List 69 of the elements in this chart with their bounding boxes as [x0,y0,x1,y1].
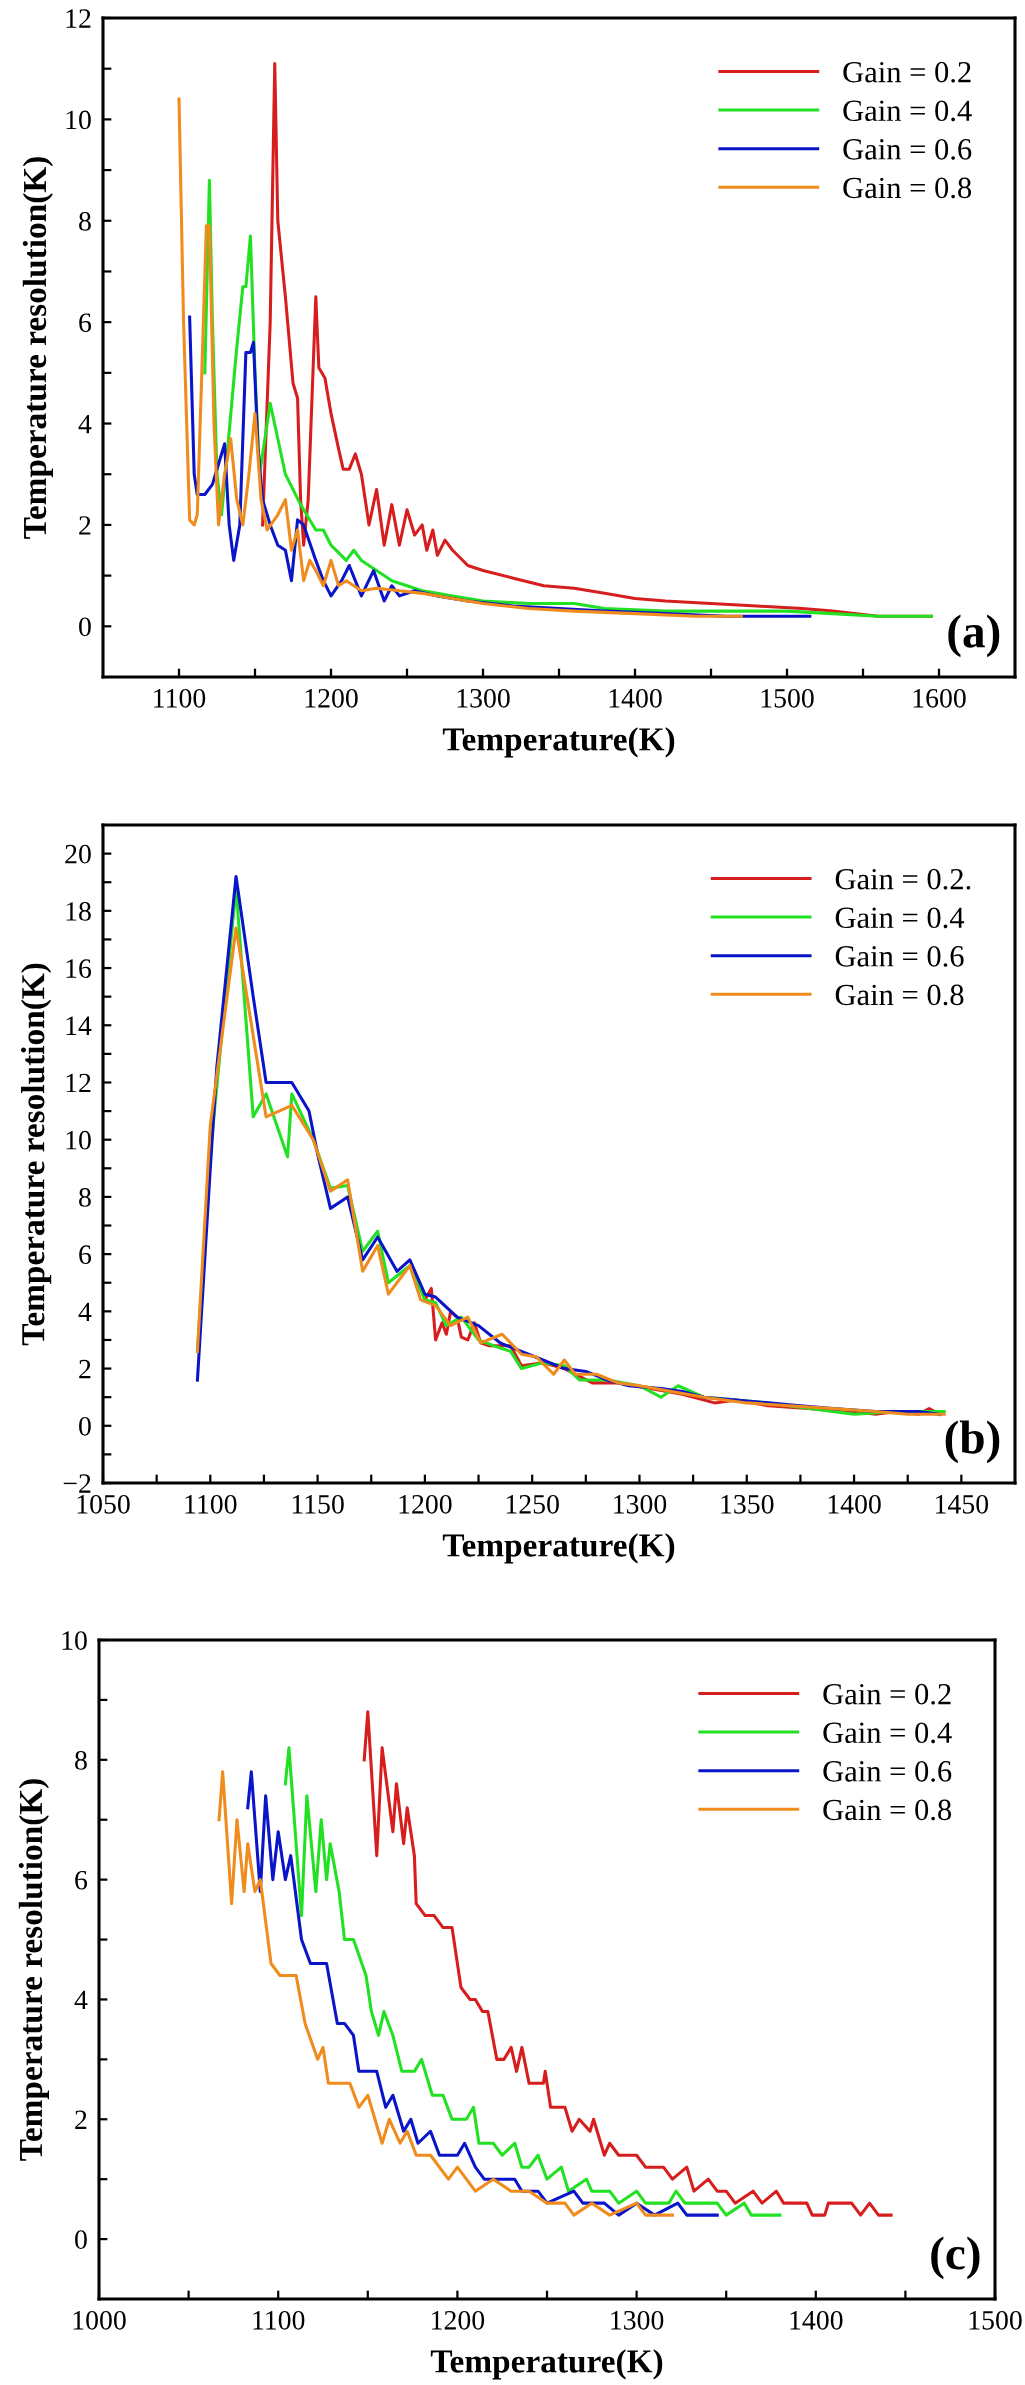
legend-label: Gain = 0.6 [823,1761,952,1782]
x-tick-label: 1050 [77,1494,130,1514]
x-tick-label: 1400 [828,1494,881,1514]
x-tick-label: 1000 [73,2310,126,2330]
y-axis-title: Temperature resolution(K) [21,963,52,1346]
legend-label: Gain = 0.4 [823,1722,952,1744]
line-series [177,97,743,618]
y-tick-label: 10 [62,1631,87,1650]
y-tick-label: 0 [79,1416,91,1436]
legend-label: Gain = 0.4 [835,907,965,929]
legend-label: Gain = 0.2. [835,868,971,890]
y-tick-label: 2 [79,1359,91,1379]
y-tick-label: 0 [79,617,91,637]
y-tick-label: 18 [66,901,91,921]
y-tick-label: 6 [79,1245,92,1265]
legend-label: Gain = 0.8 [823,1799,952,1821]
annotation: (b) [945,1420,1000,1464]
y-tick-label: 8 [79,211,91,231]
x-tick-label: 1250 [506,1494,559,1514]
y-tick-label: 8 [75,1750,87,1770]
y-tick-label: 10 [66,110,91,130]
legend-label: Gain = 0.2 [843,61,971,83]
x-tick-label: 1150 [292,1494,344,1514]
x-tick-label: 1100 [154,688,206,708]
x-tick-label: 1500 [969,2310,1022,2330]
x-tick-label: 1400 [609,688,662,708]
x-tick-label: 1200 [432,2310,485,2330]
legend-label: Gain = 0.8 [835,984,964,1006]
y-tick-label: 4 [74,1990,88,2010]
y-axis-title: Temperature resolution(K) [18,1779,49,2161]
x-axis-title: Temperature(K) [430,2349,663,2380]
x-tick-label: 1400 [790,2310,843,2330]
y-tick-label: 12 [66,1073,91,1093]
x-tick-label: 1300 [614,1494,667,1514]
x-tick-label: 1350 [721,1494,774,1514]
y-tick-label: 12 [66,9,91,28]
annotation: (a) [948,614,1000,658]
x-tick-label: 1100 [253,2310,305,2330]
annotation: (c) [931,2236,980,2280]
y-tick-label: 2 [79,516,91,535]
x-axis-title: Temperature(K) [442,727,675,758]
legend-label: Gain = 0.6 [843,139,972,160]
y-axis-title: Temperature resolution(K) [22,157,53,539]
legend-label: Gain = 0.2 [823,1683,951,1705]
x-tick-label: 1450 [936,1494,989,1514]
y-tick-label: 0 [75,2230,87,2249]
x-tick-label: 1300 [611,2310,664,2330]
y-tick-label: −2 [63,1474,91,1493]
x-tick-label: 1600 [913,688,966,708]
y-tick-label: 6 [79,313,92,333]
y-tick-label: 6 [75,1870,88,1890]
x-tick-label: 1100 [185,1494,237,1514]
legend-label: Gain = 0.6 [835,946,964,967]
x-tick-label: 1200 [305,688,358,708]
x-tick-label: 1500 [761,688,814,708]
x-tick-label: 1300 [457,688,510,708]
x-tick-label: 1200 [399,1494,452,1514]
y-tick-label: 16 [66,959,92,978]
legend-label: Gain = 0.8 [843,177,972,199]
y-tick-label: 4 [78,414,92,434]
y-tick-label: 4 [78,1302,92,1321]
y-tick-label: 20 [65,844,91,864]
legend-label: Gain = 0.4 [843,100,972,122]
x-axis-title: Temperature(K) [442,1533,675,1564]
y-tick-label: 8 [79,1188,91,1207]
y-tick-label: 14 [66,1016,92,1035]
line-series [283,1746,782,2217]
y-tick-label: 2 [75,2110,87,2129]
y-tick-label: 10 [66,1130,91,1150]
